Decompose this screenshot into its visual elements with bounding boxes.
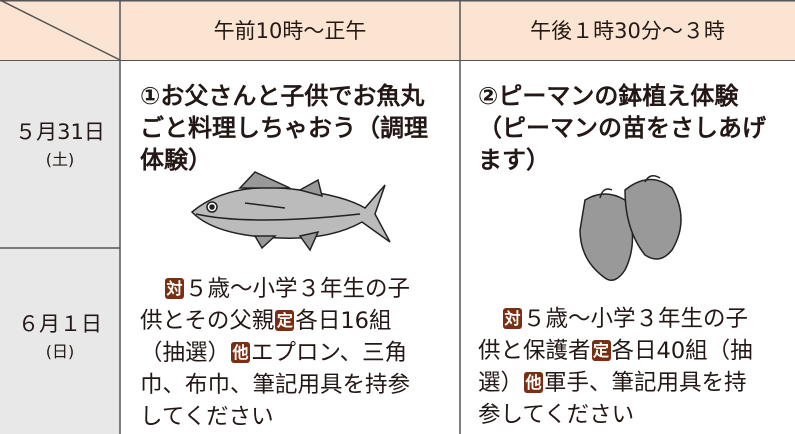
body-text: 各日16組	[295, 308, 392, 334]
badge: 定	[591, 340, 611, 361]
body-line: 対 ５歳～小学３年生の子	[478, 303, 753, 335]
event-body: 対 ５歳～小学３年生の子 供とその父親定各日16組 （抽選）他エプロン、三角 巾、布巾、…	[140, 273, 410, 433]
body-text: 供とその父親	[140, 308, 275, 334]
date: ６月１日	[18, 312, 102, 336]
badge: 定	[275, 310, 295, 331]
badge: 他	[524, 372, 544, 393]
date-cell: ５月31日 (土)	[0, 118, 120, 174]
body-line: 供と保護者定各日40組（抽	[478, 335, 753, 367]
body-line: 参してください	[478, 399, 753, 431]
date-cell: ６月１日 (日)	[0, 310, 120, 366]
badge: 対	[165, 278, 184, 299]
event-body: 対 ５歳～小学３年生の子 供と保護者定各日40組（抽 選）他軍手、筆記用具を持 参してく…	[478, 303, 753, 431]
body-line: 選）他軍手、筆記用具を持	[478, 367, 753, 399]
body-text: 各日40組（抽	[611, 338, 753, 364]
weekday: (日)	[45, 342, 75, 361]
fish-illustration	[190, 171, 391, 252]
title-line: ます）	[478, 146, 550, 174]
body-line: 対 ５歳～小学３年生の子	[140, 273, 410, 305]
pepper-illustration	[579, 175, 682, 281]
body-text: エプロン、三角	[251, 340, 408, 366]
title-line: （ピーマンの苗をさしあげ	[478, 114, 766, 142]
weekday: (土)	[45, 150, 75, 169]
badge: 他	[231, 342, 251, 363]
title-line: ②ピーマンの鉢植え体験	[478, 82, 739, 110]
event-title: ②ピーマンの鉢植え体験 （ピーマンの苗をさしあげ ます）	[478, 80, 766, 176]
body-text: ５歳～小学３年生の子	[523, 306, 749, 332]
header-cell: 午前10時～正午	[120, 0, 460, 61]
event-title: ①お父さんと子供でお魚丸 ごと料理しちゃおう（調理 体験）	[140, 80, 428, 176]
body-line: してください	[140, 401, 410, 433]
date-column-bg	[0, 0, 120, 434]
header-cell: 午後１時30分～３時	[460, 0, 795, 61]
body-text: （抽選）	[140, 340, 231, 366]
badge: 対	[503, 308, 522, 329]
date: ５月31日	[15, 120, 105, 144]
title-line: ①お父さんと子供でお魚丸	[140, 82, 425, 110]
body-text: 軍手、筆記用具を持	[544, 370, 747, 396]
body-text: 選）	[478, 370, 524, 396]
body-line: 巾、布巾、筆記用具を持参	[140, 369, 410, 401]
body-text: ５歳～小学３年生の子	[185, 276, 411, 302]
title-line: 体験）	[140, 146, 212, 174]
body-text: してください	[140, 404, 274, 430]
body-text: 参してください	[478, 402, 635, 428]
title-line: ごと料理しちゃおう（調理	[140, 114, 428, 142]
body-text: 供と保護者	[478, 338, 591, 364]
body-line: （抽選）他エプロン、三角	[140, 337, 410, 369]
body-line: 供とその父親定各日16組	[140, 305, 410, 337]
body-text: 巾、布巾、筆記用具を持参	[140, 372, 411, 398]
